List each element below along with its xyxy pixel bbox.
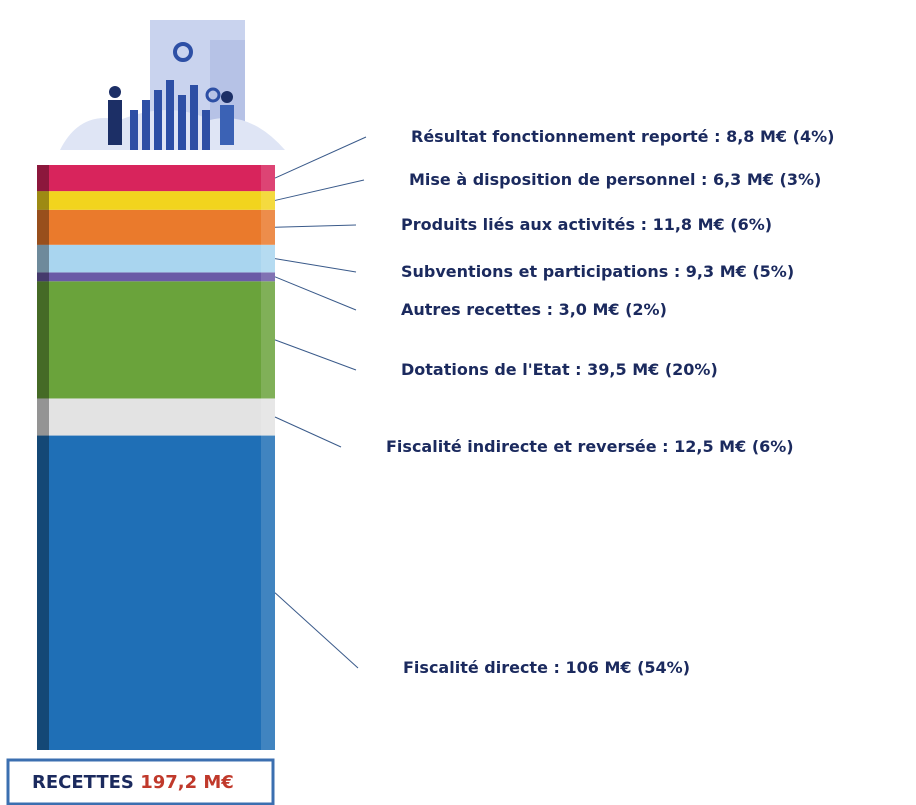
leader-line (274, 136, 367, 179)
segment-label: Mise à disposition de personnel : 6,3 M€… (409, 170, 821, 189)
segment-share: (5%) (752, 262, 794, 281)
segment-value: 3,0 M€ (559, 300, 620, 319)
segment-share: (6%) (752, 437, 794, 456)
segment-value: 8,8 M€ (726, 127, 787, 146)
segment-label: Fiscalité directe : 106 M€ (54%) (403, 658, 690, 677)
segment (37, 244, 275, 273)
leader-line (274, 592, 359, 669)
leader-line (274, 339, 357, 371)
segment-label: Subventions et participations : 9,3 M€ (… (401, 262, 794, 281)
leader-line (274, 224, 357, 228)
total-value: 197,2 M€ (140, 772, 234, 793)
segment-name: Résultat fonctionnement reporté : (411, 127, 721, 146)
segment-name: Dotations de l'Etat : (401, 360, 582, 379)
segment-label: Dotations de l'Etat : 39,5 M€ (20%) (401, 360, 718, 379)
segment-share: (54%) (637, 658, 690, 677)
segment-label: Fiscalité indirecte et reversée : 12,5 M… (386, 437, 794, 456)
segment-name: Fiscalité directe : (403, 658, 560, 677)
segment-name: Autres recettes : (401, 300, 553, 319)
leader-line (274, 276, 357, 311)
segment-label: Autres recettes : 3,0 M€ (2%) (401, 300, 667, 319)
segment (37, 398, 275, 436)
segment-share: (6%) (730, 215, 772, 234)
segment-share: (20%) (665, 360, 718, 379)
segment-value: 11,8 M€ (653, 215, 725, 234)
segment-label: Résultat fonctionnement reporté : 8,8 M€… (411, 127, 834, 146)
total-title: RECETTES (32, 772, 134, 793)
segment-value: 106 M€ (565, 658, 631, 677)
total-text: RECETTES 197,2 M€ (32, 772, 234, 793)
segment (37, 281, 275, 399)
segment-share: (4%) (793, 127, 835, 146)
segment-value: 39,5 M€ (587, 360, 659, 379)
total-box (6, 758, 275, 805)
segment (37, 191, 275, 210)
segment (37, 272, 275, 282)
segment-name: Produits liés aux activités : (401, 215, 647, 234)
segment-value: 6,3 M€ (713, 170, 774, 189)
segment-name: Mise à disposition de personnel : (409, 170, 707, 189)
segment (37, 165, 275, 192)
column-highlight (261, 165, 275, 750)
segment (37, 435, 275, 750)
segment-share: (3%) (780, 170, 822, 189)
segment-share: (2%) (625, 300, 667, 319)
segment-value: 12,5 M€ (674, 437, 746, 456)
leader-line (274, 179, 365, 201)
leader-line (274, 416, 342, 448)
leader-line (274, 258, 357, 273)
segment-label: Produits liés aux activités : 11,8 M€ (6… (401, 215, 772, 234)
segment (37, 209, 275, 245)
illustration (60, 20, 285, 150)
segment-value: 9,3 M€ (686, 262, 747, 281)
column-shade (37, 165, 49, 750)
segment-name: Fiscalité indirecte et reversée : (386, 437, 669, 456)
segment-name: Subventions et participations : (401, 262, 680, 281)
